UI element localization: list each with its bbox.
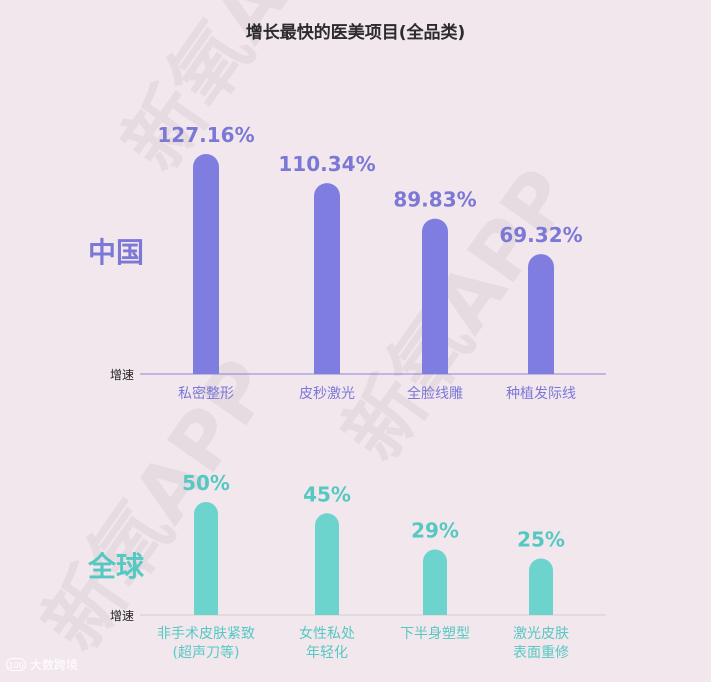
- bar: [314, 183, 340, 374]
- axis-label: 增速: [110, 609, 134, 623]
- region-label: 全球: [87, 550, 145, 583]
- category-label: 全脸线雕: [407, 385, 463, 402]
- footer-brand: 大数跨境: [30, 658, 79, 672]
- value-label: 50%: [182, 471, 230, 495]
- bar: [423, 549, 447, 615]
- value-label: 45%: [303, 482, 351, 506]
- bar: [194, 502, 218, 615]
- value-label: 89.83%: [393, 188, 476, 212]
- bar: [528, 254, 554, 374]
- bar: [193, 154, 219, 374]
- bar: [422, 218, 448, 374]
- category-label: 女性私处年轻化: [299, 625, 355, 661]
- category-label: 种植发际线: [506, 386, 576, 402]
- chart-title: 增长最快的医美项目(全品类): [245, 23, 466, 43]
- footer-logo: 100 大数跨境: [6, 656, 78, 673]
- category-label: 非手术皮肤紧致(超声刀等): [157, 626, 255, 661]
- axis-label: 增速: [110, 368, 134, 382]
- category-label: 私密整形: [178, 385, 234, 402]
- value-label: 25%: [517, 528, 565, 552]
- value-label: 127.16%: [157, 123, 254, 147]
- bar: [529, 558, 553, 615]
- value-label: 110.34%: [278, 152, 375, 176]
- watermark-text: 新氧APP: [27, 344, 290, 667]
- value-label: 69.32%: [499, 223, 582, 247]
- brand-logo-icon: 100: [6, 658, 26, 671]
- bar: [315, 513, 339, 615]
- category-label: 下半身塑型: [400, 626, 470, 642]
- value-label: 29%: [411, 518, 459, 542]
- category-label: 皮秒激光: [299, 385, 355, 402]
- category-label: 激光皮肤表面重修: [513, 625, 569, 661]
- region-label: 中国: [88, 236, 144, 269]
